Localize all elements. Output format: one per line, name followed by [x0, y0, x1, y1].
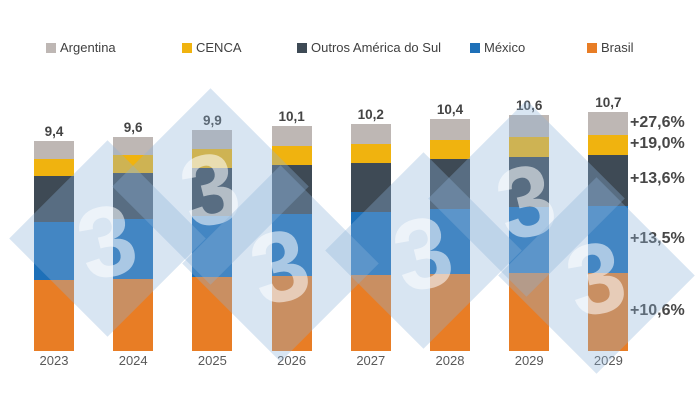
bar-total-label: 10,6: [516, 97, 543, 113]
legend-item-argentina: Argentina: [46, 40, 116, 55]
bar-segment-cenca-2026: [271, 145, 312, 165]
legend-swatch-argentina: [46, 42, 56, 53]
x-axis-label-0: 2023: [39, 353, 69, 368]
bar-total-label: 10,4: [436, 102, 464, 118]
bar-total-label: 10,1: [278, 108, 305, 124]
bar-segment-brasil-2025: [192, 277, 233, 351]
legend-swatch-brasil: [587, 42, 597, 53]
growth-label-argentina: +27,6%: [630, 113, 685, 131]
bar-segment-cenca-2024: [113, 154, 154, 173]
legend-swatch-mexico: [470, 42, 480, 53]
legend-label: Brasil: [601, 40, 634, 55]
x-axis-label-4: 2027: [356, 353, 386, 368]
bar-total-label: 10,2: [357, 106, 384, 122]
bar-segment-brasil-2027: [350, 275, 391, 351]
bar-segment-brasil-2028: [430, 274, 470, 351]
bar-segment-cenca-2023: [34, 159, 74, 176]
legend-item-cenca: CENCA: [182, 40, 242, 55]
bar-segment-mexico-2029: [509, 207, 550, 273]
bar-segment-mexico-2026: [271, 213, 312, 277]
bar-segment-cenca-2027: [350, 143, 391, 163]
bar-total-label: 9,4: [44, 124, 64, 140]
bar-total-label: 10,7: [595, 95, 622, 111]
bar-segment-argentina-2025: [192, 130, 233, 150]
growth-label-mexico: +13,5%: [630, 229, 685, 247]
growth-label-cenca: +19,0%: [630, 134, 685, 152]
bar-segment-argentina-2027: [350, 123, 391, 144]
bar-segment-argentina-2028: [430, 119, 470, 141]
bar-segment-mexico-2025: [192, 216, 233, 278]
legend-label: Outros América do Sul: [311, 40, 442, 55]
bar-total-label: 9,6: [123, 119, 143, 135]
legend-swatch-outros-america-do-sul: [297, 42, 307, 53]
x-axis-label-6: 2029: [514, 353, 544, 368]
bar-segment-outros-america-do-sul-2023: [34, 175, 74, 222]
bar-segment-outros-america-do-sul-2026: [271, 164, 312, 214]
bar-segment-mexico-2027: [350, 211, 391, 276]
bar-total-label: 9,9: [203, 113, 222, 129]
x-axis-label-2: 2025: [197, 353, 227, 368]
legend-item-brasil: Brasil: [587, 40, 634, 55]
legend-label: Argentina: [60, 40, 116, 55]
x-axis-label-1: 2024: [118, 353, 148, 368]
legend-swatch-cenca: [182, 42, 192, 53]
bar-segment-argentina-2029: [588, 112, 629, 135]
bar-segment-brasil-2026: [271, 276, 312, 351]
bar-segment-cenca-2025: [192, 149, 233, 169]
bar-segment-cenca-2029: [588, 134, 629, 155]
bar-segment-brasil-2023: [34, 279, 74, 351]
bar-segment-outros-america-do-sul-2029: [509, 156, 550, 208]
legend-item-outros-america-do-sul: Outros América do Sul: [297, 40, 441, 55]
bar-segment-outros-america-do-sul-2025: [192, 168, 233, 217]
bar-segment-outros-america-do-sul-2027: [350, 162, 391, 212]
bar-segment-argentina-2023: [34, 141, 74, 160]
bar-segment-mexico-2029: [588, 206, 629, 273]
bar-segment-cenca-2028: [430, 140, 470, 160]
bar-segment-outros-america-do-sul-2029: [588, 154, 629, 207]
legend-label: México: [484, 40, 526, 55]
bar-segment-mexico-2028: [430, 209, 470, 275]
legend-label: CENCA: [196, 40, 242, 55]
bar-segment-argentina-2026: [271, 125, 312, 146]
bar-segment-mexico-2024: [113, 219, 154, 279]
bar-segment-outros-america-do-sul-2028: [430, 159, 470, 210]
bar-segment-brasil-2029: [509, 272, 550, 351]
bar-segment-argentina-2029: [509, 114, 550, 137]
bar-segment-brasil-2029: [588, 272, 629, 351]
growth-label-brasil: +10,6%: [630, 301, 685, 319]
growth-label-outros-america-do-sul: +13,6%: [630, 170, 685, 188]
legend-item-mexico: México: [470, 40, 525, 55]
x-axis-label-3: 2026: [277, 353, 307, 368]
bar-segment-outros-america-do-sul-2024: [113, 172, 154, 220]
x-axis-label-5: 2028: [435, 353, 465, 368]
bar-segment-cenca-2029: [509, 136, 550, 157]
bar-segment-mexico-2023: [34, 221, 74, 280]
bar-segment-brasil-2024: [113, 278, 154, 351]
bar-segment-argentina-2024: [113, 136, 154, 155]
x-axis-label-7: 2029: [593, 353, 623, 368]
